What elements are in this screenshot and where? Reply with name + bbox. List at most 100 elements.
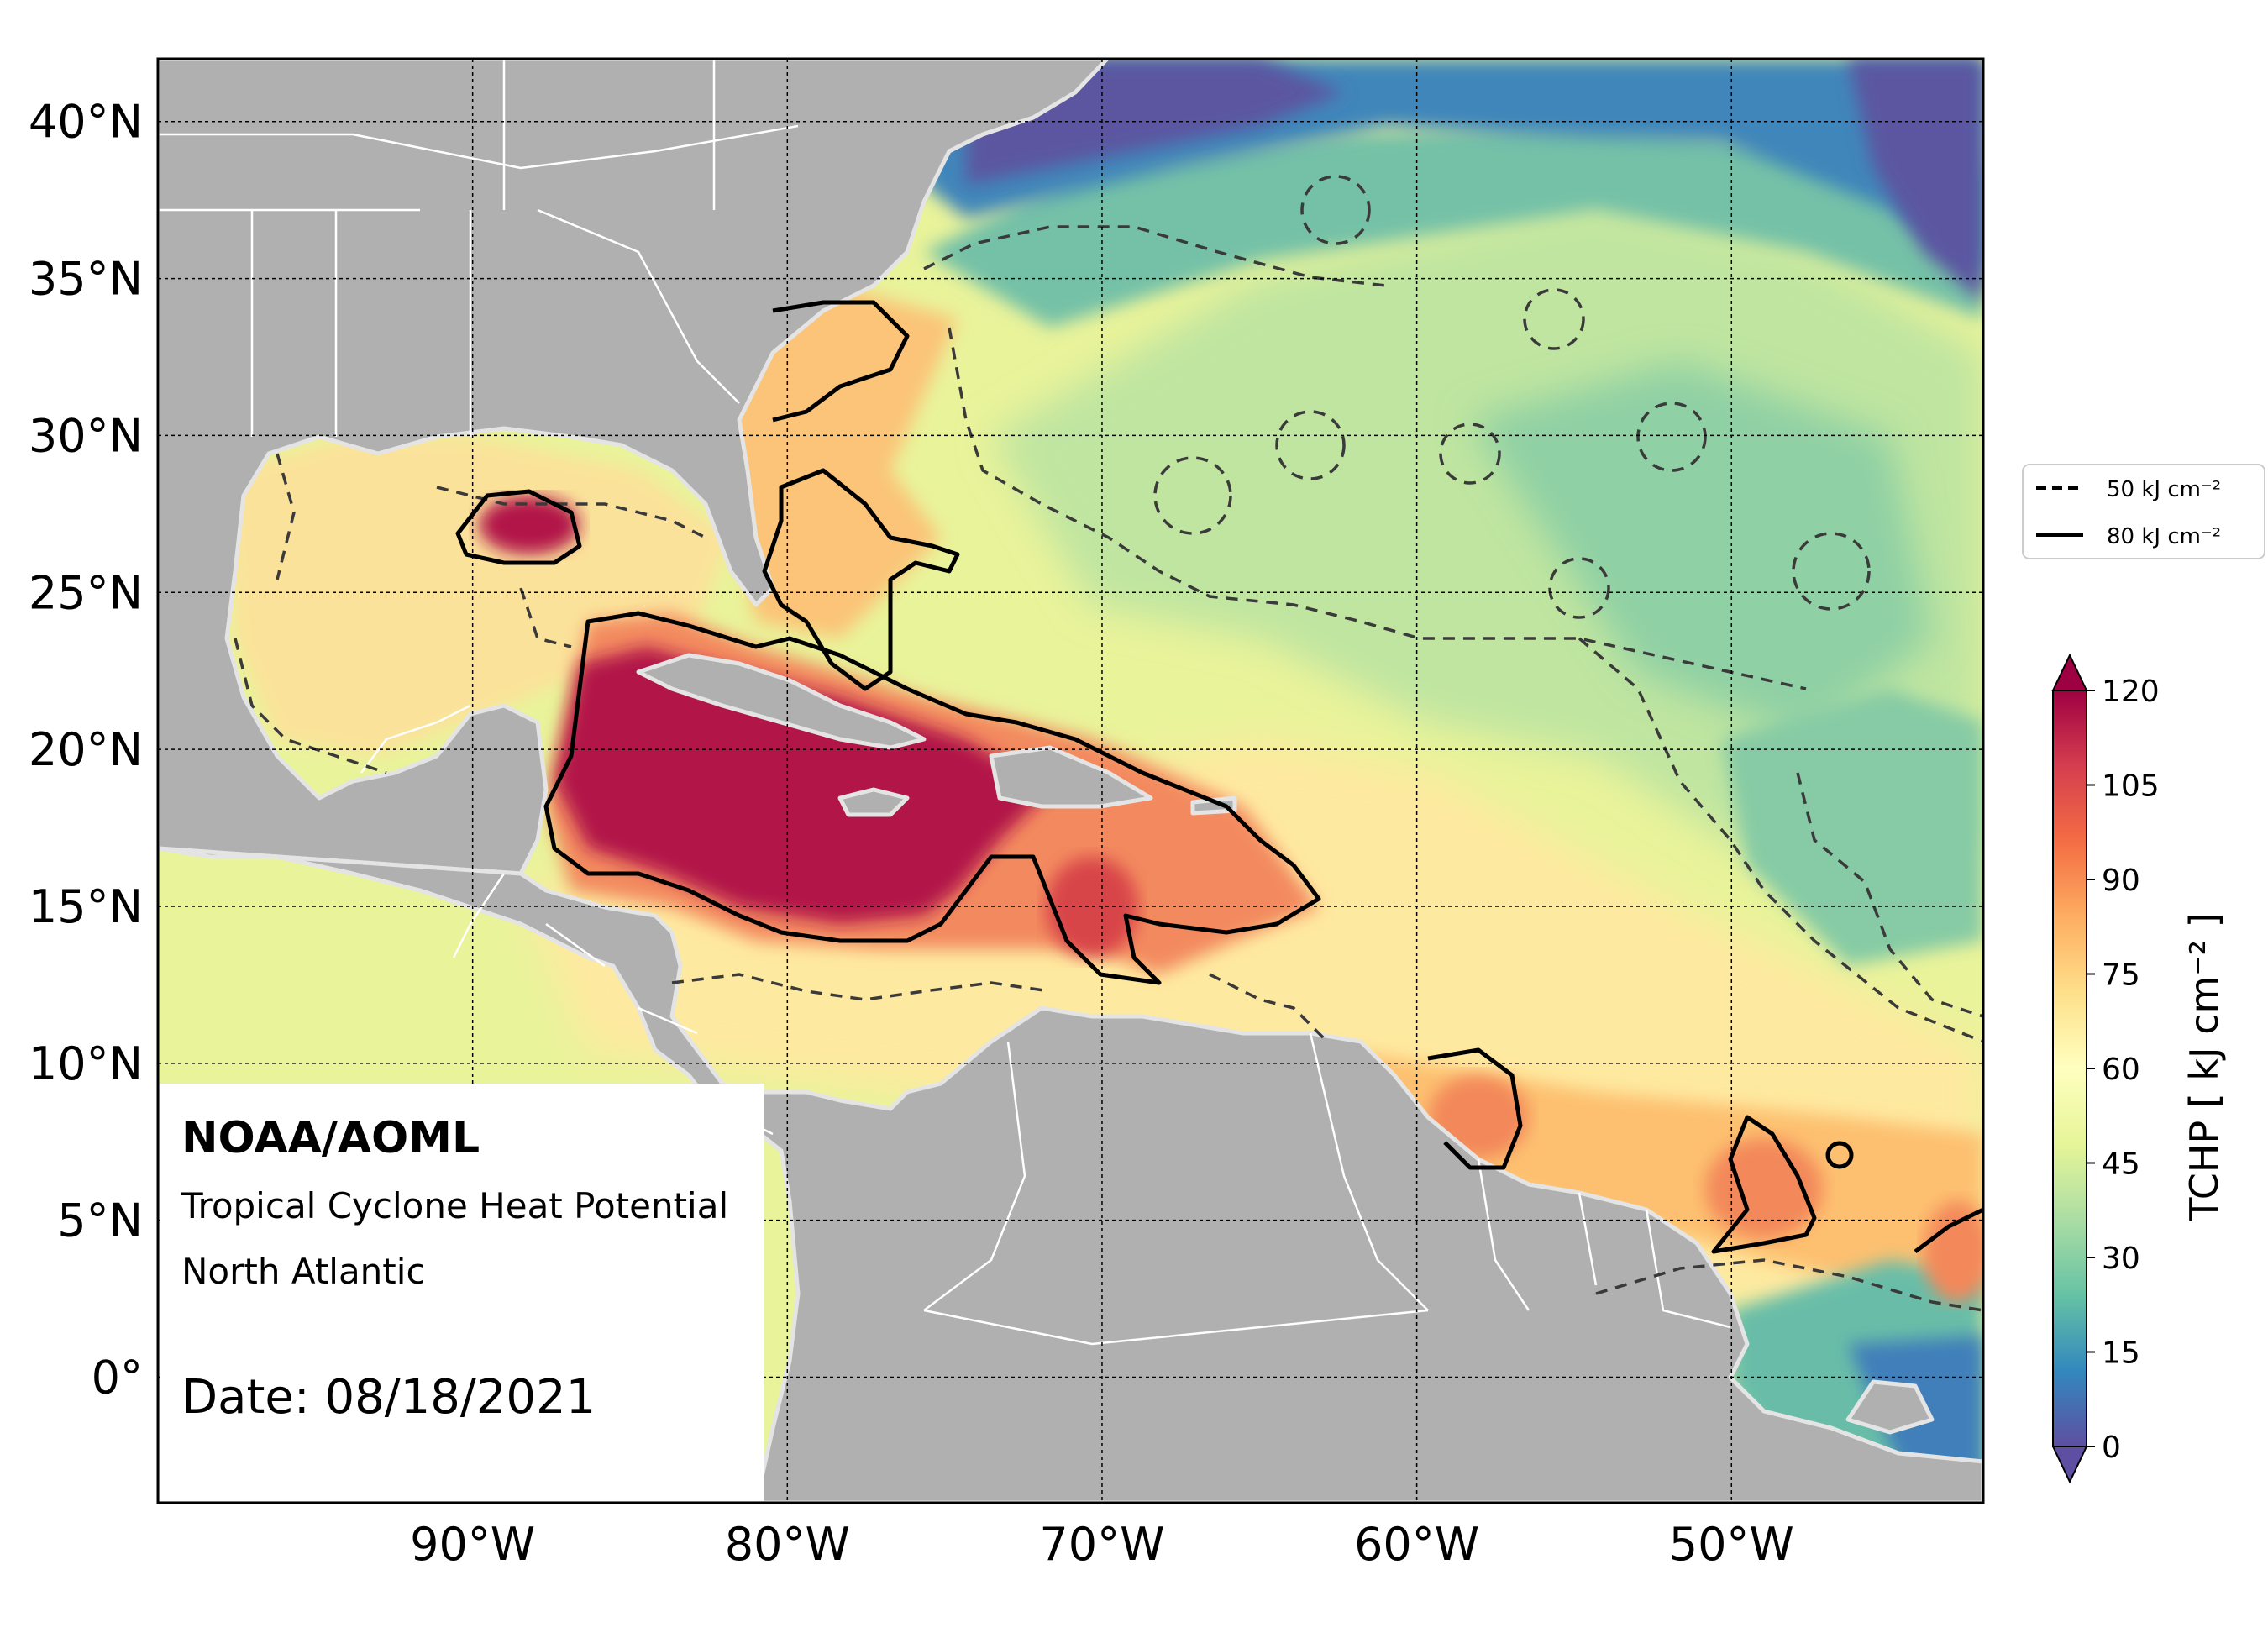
border-suriname-guiana [1578, 1192, 1598, 1286]
border-state-6 [537, 208, 740, 404]
tchp-bahamas-warm [722, 286, 958, 638]
lat-tick-label: 40°N [29, 96, 143, 149]
contour-50-eddy-7 [1548, 557, 1610, 619]
border-honduras [545, 922, 606, 968]
tchp-gulf [227, 437, 731, 756]
contour-50-caribbean-south [671, 973, 1051, 1001]
date-label: Date: 08/18/2021 [181, 1370, 596, 1425]
border-state-5 [158, 124, 799, 170]
tchp-east-core [1722, 689, 1983, 966]
jamaica-island [837, 787, 910, 817]
colorbar-body [2052, 690, 2087, 1447]
contour-80-caribbean [543, 611, 1321, 985]
colorbar-tick-label: 75 [2102, 958, 2140, 993]
puerto-rico-island [1190, 795, 1237, 816]
tchp-gyre-core [1470, 361, 1932, 739]
cuba-island [636, 653, 927, 750]
colorbar-tick-label: 15 [2102, 1336, 2140, 1371]
lon-tick-label: 60°W [1354, 1518, 1479, 1571]
land [158, 59, 1983, 1503]
contour-80-gulf-eddy [455, 489, 582, 565]
marajo-island [1845, 1379, 1935, 1435]
border-guatemala [452, 873, 506, 958]
tchp-caribbean-core [554, 647, 1050, 924]
colorbar-tick-label: 30 [2102, 1242, 2140, 1276]
contour-50-eddy-8 [1792, 532, 1871, 611]
tchp-gulf-eddy [479, 496, 580, 554]
colorbar-tick-label: 105 [2102, 769, 2160, 804]
lon-tick-label: 80°W [725, 1518, 850, 1571]
contour-80-guiana-east [1711, 1115, 1817, 1254]
contour-50-eddy-3 [1636, 402, 1707, 472]
gridlines [158, 59, 1983, 1503]
colorbar-tick-label: 60 [2102, 1053, 2140, 1087]
agency-label: NOAA/AOML [181, 1113, 480, 1163]
contour-50-east-2 [1796, 772, 1983, 1018]
map-area [158, 59, 1983, 1503]
contour-80-carolina [772, 300, 910, 423]
colorbar-title: TCHP [ kJ cm⁻² ] [2181, 912, 2227, 1221]
tchp-gulfstream-edge [924, 126, 1983, 328]
north-america-land [158, 59, 1110, 876]
map-frame [156, 57, 1985, 1504]
tchp-gyre [991, 202, 1983, 890]
contour-legend: 50 kJ cm⁻² 80 kJ cm⁻² [2022, 464, 2265, 559]
colorbar-ticks: 120 105 90 75 60 45 30 15 0 [2087, 675, 2160, 1465]
contour-50-southeast [1209, 973, 1329, 1043]
border-venezuela-guyana [1309, 1032, 1429, 1311]
colorbar: 120 105 90 75 60 45 30 15 0 TCHP [ kJ cm⁻² ] [2051, 653, 2227, 1484]
contour-50-amazon [1595, 1258, 1983, 1312]
border-brazil-north [923, 1309, 1429, 1346]
lat-tick-label: 5°N [57, 1194, 143, 1247]
legend-item-80: 80 kJ cm⁻² [2107, 524, 2221, 549]
tchp-cold-northeast [1848, 59, 1983, 302]
contour-50-gulf-north [436, 486, 706, 539]
lat-tick-label: 25°N [29, 566, 143, 619]
contour-50-eddy-6 [1439, 423, 1501, 485]
border-guyana-suriname [1477, 1158, 1530, 1311]
colorbar-tick-label: 0 [2102, 1431, 2121, 1465]
lon-tick-label: 70°W [1039, 1518, 1164, 1571]
hispaniola-island [989, 745, 1153, 809]
contour-50-east [1578, 637, 1983, 1043]
lon-tick-label: 50°W [1669, 1518, 1794, 1571]
tchp-guiana-far-east [1924, 1201, 1983, 1302]
contour-80-guiana-west [1427, 1047, 1523, 1170]
contour-80-eddy-a [1825, 1141, 1854, 1169]
colorbar-min-arrow [2051, 1446, 2088, 1484]
colorbar-tick-label: 90 [2102, 864, 2140, 898]
legend-item-50: 50 kJ cm⁻² [2107, 477, 2221, 502]
contour-50-eddy-5 [1153, 456, 1232, 535]
contour-50-eddy-4 [1275, 410, 1346, 480]
border-colombia-venezuela [923, 1041, 1026, 1311]
lat-tick-label: 0° [92, 1352, 143, 1404]
contour-50-gyre-south [948, 327, 1807, 690]
contour-50-eddy-2 [1523, 288, 1585, 350]
contour-50-gulf-west [276, 453, 296, 580]
lat-tick-label: 10°N [29, 1037, 143, 1090]
tchp-warm-pool-75w [1046, 857, 1138, 958]
lat-tick-label: 35°N [29, 253, 143, 306]
product-label: Tropical Cyclone Heat Potential [181, 1185, 728, 1226]
contour-80-bahamas [762, 468, 960, 691]
contour-80-guiana-far-east [1914, 1207, 1983, 1253]
border-nicaragua [638, 1006, 698, 1035]
info-box-background [160, 1084, 764, 1501]
contours-80 [455, 300, 1983, 1254]
lat-axis-labels: 40°N 35°N 30°N 25°N 20°N 15°N 10°N 5°N 0° [29, 96, 143, 1404]
lon-tick-label: 90°W [410, 1518, 535, 1571]
lat-tick-label: 20°N [29, 723, 143, 776]
contour-50-gulf-south [234, 638, 387, 774]
border-guiana-brazil [1645, 1209, 1731, 1329]
contours-50 [234, 175, 1983, 1312]
borders [158, 59, 1731, 1346]
region-label: North Atlantic [181, 1251, 426, 1292]
lat-tick-label: 15°N [29, 880, 143, 933]
tchp-guiana-east [1705, 1138, 1823, 1239]
border-us-mexico [360, 704, 471, 774]
colorbar-tick-label: 45 [2102, 1147, 2140, 1182]
contour-50-eddy-1 [1300, 175, 1371, 245]
lon-axis-labels: 90°W 80°W 70°W 60°W 50°W [410, 1518, 1794, 1571]
